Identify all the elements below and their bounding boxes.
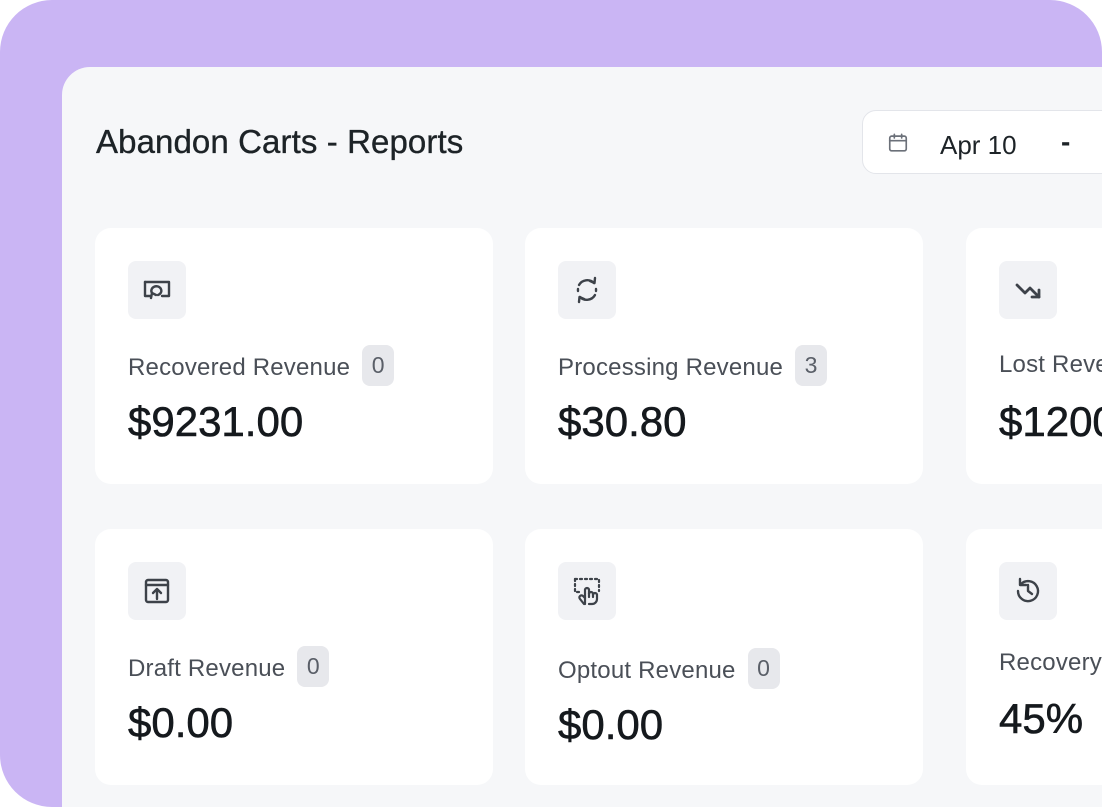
card-label: Lost Reve [999, 351, 1102, 378]
history-icon [1016, 577, 1040, 603]
recovered-revenue-icon [143, 280, 171, 300]
refresh-cycle-icon [576, 276, 598, 304]
card-value: $1200 [999, 398, 1102, 446]
date-range-start[interactable]: Apr 10 [940, 130, 1017, 160]
card-value: $0.00 [558, 701, 664, 749]
card-label: Recovery [999, 649, 1102, 676]
date-range-separator: - [1061, 126, 1071, 157]
card-value: $9231.00 [128, 398, 304, 446]
reports-panel: Abandon Carts - Reports Apr 10 - Recover… [62, 67, 1102, 807]
card-label: Optout Revenue [558, 656, 736, 684]
card-value: $30.80 [558, 398, 687, 446]
card-draft-revenue: Draft Revenue 0 $0.00 [95, 529, 493, 785]
card-optout-revenue: Optout Revenue 0 $0.00 [525, 529, 923, 785]
draft-upload-icon [144, 578, 170, 604]
date-range-picker[interactable]: Apr 10 - [862, 110, 1102, 174]
card-lost-revenue: Lost Reve $1200 [966, 228, 1102, 484]
card-label: Draft Revenue [128, 654, 286, 682]
card-recovered-revenue: Recovered Revenue 0 $9231.00 [95, 228, 493, 484]
optout-pointer-icon [573, 577, 601, 606]
card-value: $0.00 [128, 699, 234, 747]
card-label: Processing Revenue [558, 353, 784, 381]
card-recovery-rate: Recovery 45% [966, 529, 1102, 785]
card-processing-revenue: Processing Revenue 3 $30.80 [525, 228, 923, 484]
trending-down-icon [1015, 283, 1041, 299]
card-value: 45% [999, 695, 1084, 743]
card-label: Recovered Revenue [128, 353, 351, 381]
count-badge: 0 [362, 345, 395, 386]
count-badge: 3 [795, 345, 828, 386]
count-badge: 0 [747, 648, 780, 689]
count-badge: 0 [297, 646, 330, 687]
calendar-icon [888, 133, 908, 152]
page-title: Abandon Carts - Reports [96, 123, 464, 160]
